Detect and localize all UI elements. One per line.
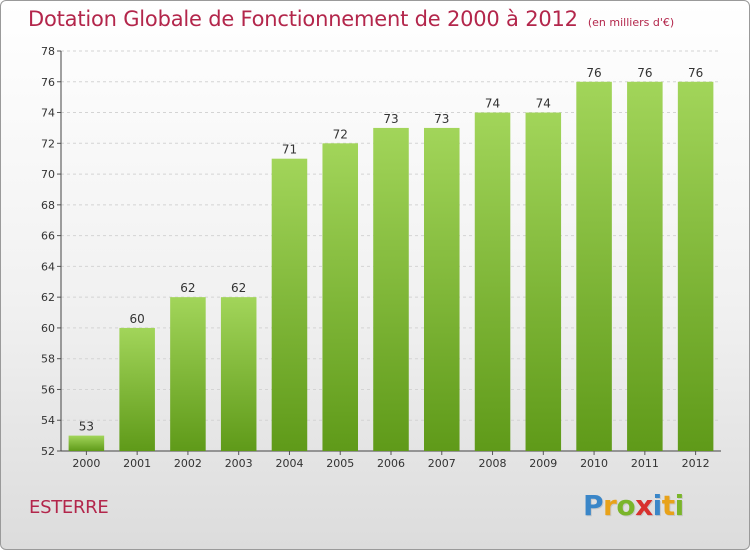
x-tick-label: 2009 [529,457,557,470]
y-tick-label: 74 [41,107,55,120]
bar [322,143,358,452]
logo-letter: P [583,489,604,522]
x-tick-label: 2007 [428,457,456,470]
data-label: 73 [434,112,449,126]
proxiti-logo: Proxiti [583,489,684,522]
x-tick-label: 2001 [123,457,151,470]
bar [68,435,105,451]
logo-letter: r [603,489,617,522]
chart-subtitle: (en milliers d'€) [587,16,675,29]
data-label: 60 [130,312,145,326]
bar [627,81,663,452]
data-label: 76 [688,66,703,80]
logo-letter: i [652,489,663,522]
chart-title: Dotation Globale de Fonctionnement de 20… [28,7,674,31]
y-tick-label: 64 [41,260,55,273]
bar [119,327,155,451]
data-label: 74 [485,97,500,111]
data-label: 72 [333,127,348,141]
y-tick-label: 56 [41,383,55,396]
y-tick-label: 60 [41,322,55,335]
data-label: 62 [231,281,246,295]
data-label: 74 [536,97,551,111]
data-label: 53 [79,420,94,434]
bar [576,81,612,452]
title-text: Dotation Globale de Fonctionnement de 20… [28,7,578,31]
bar [474,112,511,452]
y-tick-label: 70 [41,168,55,181]
bar [677,81,714,452]
logo-letter: t [661,489,675,522]
data-label: 76 [637,66,652,80]
bar [170,297,206,451]
bar [525,112,562,452]
y-tick-label: 62 [41,291,55,304]
x-tick-label: 2005 [326,457,354,470]
bar [424,127,460,451]
bar [220,297,257,451]
data-label: 76 [586,66,601,80]
x-tick-label: 2011 [631,457,659,470]
y-tick-label: 76 [41,76,55,89]
y-tick-label: 58 [41,353,55,366]
data-label: 73 [383,112,398,126]
data-label: 62 [180,281,195,295]
x-tick-label: 2004 [275,457,303,470]
y-tick-label: 72 [41,137,55,150]
x-tick-label: 2002 [174,457,202,470]
logo-letter: i [674,489,685,522]
x-tick-label: 2006 [377,457,405,470]
y-tick-label: 52 [41,445,55,458]
y-tick-label: 66 [41,230,55,243]
y-tick-label: 54 [41,414,55,427]
x-tick-label: 2003 [225,457,253,470]
bar [373,127,409,451]
x-tick-label: 2012 [682,457,710,470]
x-tick-label: 2010 [580,457,608,470]
y-tick-label: 78 [41,45,55,58]
logo-letter: o [616,489,636,522]
logo-letter: x [635,489,653,522]
x-tick-label: 2008 [479,457,507,470]
y-tick-label: 68 [41,199,55,212]
data-label: 71 [282,143,297,157]
commune-name: ESTERRE [29,497,109,518]
x-tick-label: 2000 [72,457,100,470]
bar [271,158,308,451]
